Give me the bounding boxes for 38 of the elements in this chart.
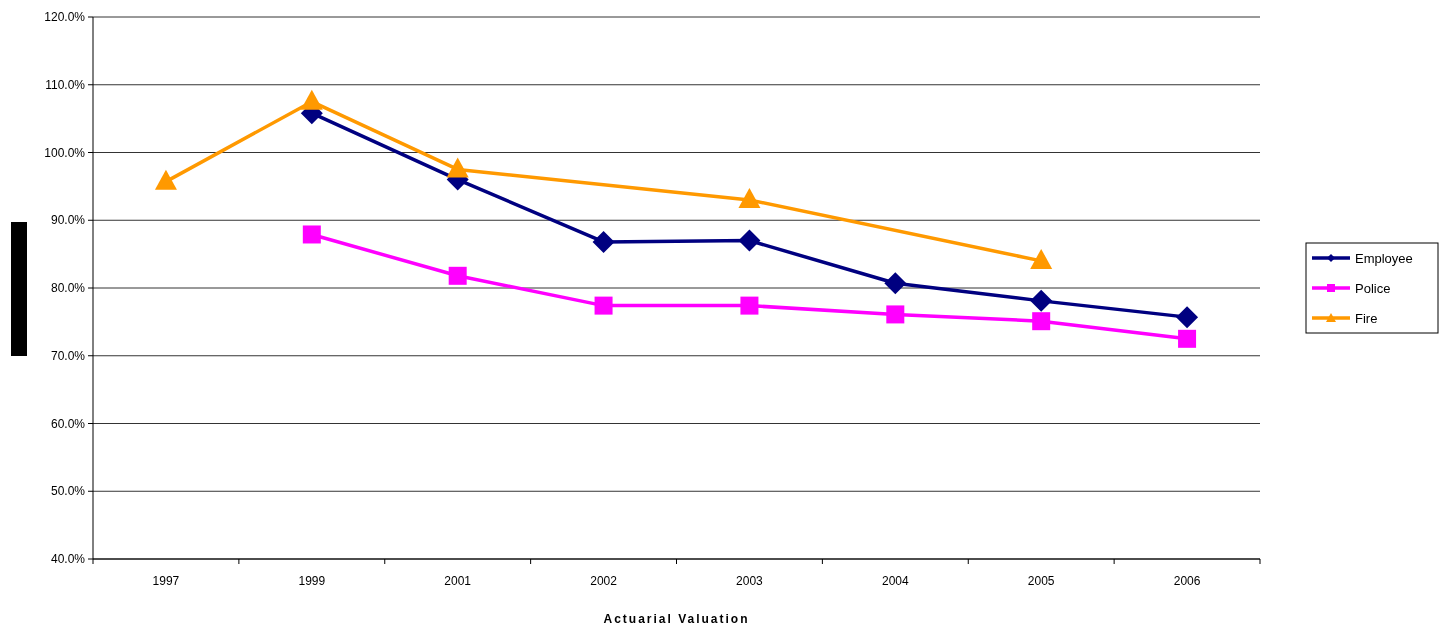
point — [884, 272, 907, 295]
x-tick-label: 1999 — [298, 574, 326, 588]
point — [1178, 329, 1197, 348]
legend-label: Employee — [1355, 250, 1413, 266]
y-tick-label: 120.0% — [44, 10, 86, 25]
point — [302, 225, 321, 244]
point — [300, 89, 323, 110]
y-tick-label: 60.0% — [50, 416, 86, 431]
x-tick-label: 2001 — [444, 574, 472, 588]
legend-label: Police — [1355, 280, 1391, 296]
y-tick-label: 90.0% — [50, 213, 86, 228]
point — [1030, 289, 1053, 312]
point — [738, 187, 761, 208]
point — [592, 230, 615, 253]
y-tick-label: 50.0% — [50, 484, 86, 499]
x-tick-label: 2006 — [1173, 574, 1201, 588]
point — [1030, 248, 1053, 269]
y-tick-label: 70.0% — [50, 348, 86, 363]
x-axis-title: Actuarial Valuation — [603, 612, 750, 626]
y-tick-label: 110.0% — [45, 77, 86, 92]
point — [154, 169, 177, 190]
point — [448, 266, 467, 285]
x-tick-label: 2005 — [1027, 574, 1055, 588]
point — [594, 296, 613, 315]
point — [886, 305, 905, 324]
x-tick-label: 2004 — [881, 574, 909, 588]
point — [446, 157, 469, 178]
y-tick-label: 40.0% — [50, 552, 86, 567]
x-tick-label: 2003 — [736, 574, 764, 588]
legend-label: Fire — [1355, 310, 1378, 326]
x-tick-label: 1997 — [152, 574, 180, 588]
y-tick-label: 100.0% — [44, 145, 86, 160]
point — [1032, 312, 1051, 331]
point — [738, 229, 761, 252]
point — [740, 296, 759, 315]
point — [1176, 306, 1199, 329]
y-tick-label: 80.0% — [50, 281, 86, 296]
x-tick-label: 2002 — [590, 574, 618, 588]
